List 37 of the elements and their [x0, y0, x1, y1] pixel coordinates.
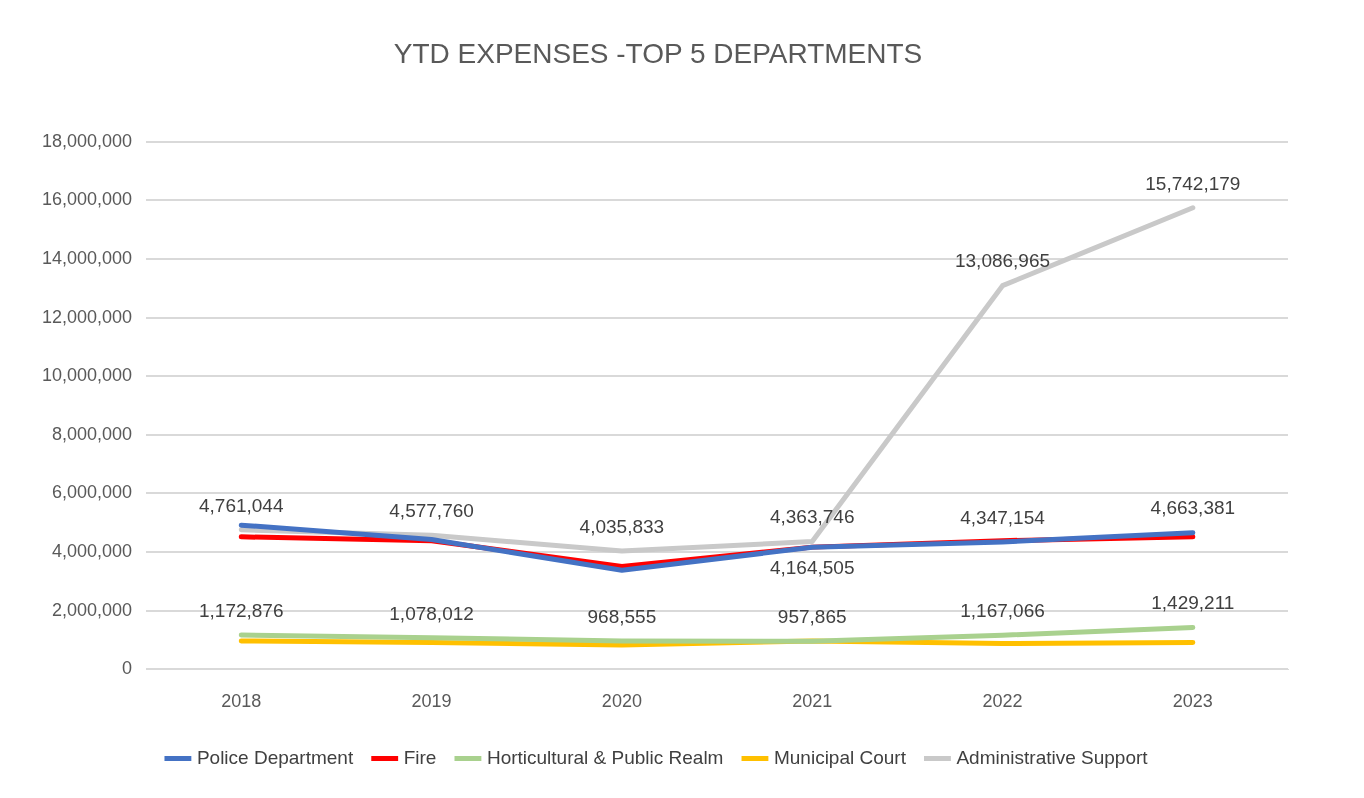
y-tick-label: 16,000,000 [41, 189, 133, 210]
x-tick-label: 2018 [221, 691, 262, 712]
x-tick-label: 2021 [792, 691, 833, 712]
data-label: 957,865 [777, 606, 847, 628]
x-tick-label: 2023 [1172, 691, 1213, 712]
y-tick-label: 12,000,000 [41, 306, 133, 327]
legend-label: Municipal Court [773, 746, 907, 768]
data-label: 4,363,746 [769, 506, 855, 528]
legend-label: Administrative Support [956, 746, 1149, 768]
y-tick-label: 18,000,000 [41, 130, 133, 151]
data-label: 4,347,154 [960, 506, 1046, 528]
data-label: 4,577,760 [389, 499, 474, 521]
data-label: 4,164,505 [769, 557, 855, 579]
data-label: 1,167,066 [960, 599, 1045, 621]
y-tick-label: 4,000,000 [52, 541, 133, 562]
legend-label: Fire [403, 746, 437, 768]
y-tick-label: 10,000,000 [41, 365, 133, 386]
data-label: 1,172,876 [198, 599, 284, 621]
data-label: 968,555 [587, 605, 657, 627]
data-label: 4,035,833 [579, 515, 665, 537]
y-tick-label: 0 [122, 658, 133, 679]
x-tick-label: 2020 [601, 691, 642, 712]
y-tick-label: 8,000,000 [52, 423, 133, 444]
y-tick-label: 6,000,000 [52, 482, 133, 503]
x-tick-label: 2022 [982, 691, 1023, 712]
chart-title: YTD EXPENSES -TOP 5 DEPARTMENTS [393, 37, 923, 69]
data-label: 13,086,965 [954, 250, 1051, 272]
legend-label: Horticultural & Public Realm [486, 746, 724, 768]
data-label: 4,663,381 [1150, 497, 1236, 519]
y-tick-label: 14,000,000 [41, 247, 133, 268]
data-label: 4,761,044 [198, 494, 284, 516]
legend-label: Police Department [196, 746, 354, 768]
data-label: 15,742,179 [1145, 172, 1241, 194]
x-tick-label: 2019 [411, 691, 452, 712]
y-tick-label: 2,000,000 [52, 599, 133, 620]
data-label: 1,078,012 [389, 602, 474, 624]
data-label: 1,429,211 [1151, 592, 1235, 614]
